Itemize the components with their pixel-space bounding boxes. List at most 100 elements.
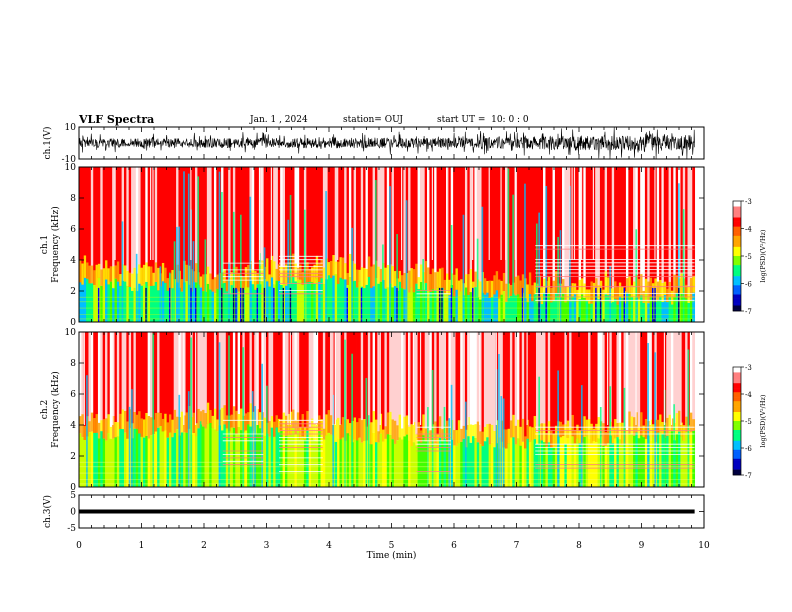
spectrogram-ch2-column-mid bbox=[457, 420, 461, 444]
spectrogram-ch1-column-mid bbox=[308, 268, 312, 282]
spectrogram-ch2-column-lower bbox=[176, 429, 179, 487]
spectrogram-ch2-column-upper bbox=[597, 332, 601, 439]
spectrogram-ch1-column-mid bbox=[550, 287, 553, 303]
spectrogram-ch1-column-mid bbox=[100, 269, 104, 286]
spectrogram-ch2-column-mid bbox=[116, 422, 120, 437]
spectrogram-ch2-column-upper bbox=[453, 332, 456, 446]
spectrogram-ch2-column-upper bbox=[543, 332, 546, 443]
spectrogram-ch2-column-lower bbox=[562, 436, 565, 487]
spectrogram-ch2-column-lower bbox=[377, 442, 381, 487]
spectrogram-ch1-column-mid bbox=[479, 281, 482, 300]
spectrogram-ch2-column-lower bbox=[97, 438, 101, 487]
spectrogram-ch2-column-upper bbox=[114, 332, 118, 438]
spectrogram-ch1-column-mid bbox=[126, 270, 130, 286]
spectrogram-ch1-column-lower bbox=[640, 295, 643, 322]
spectrogram-ch1-column-upper bbox=[332, 167, 336, 276]
spectrogram-ch2-column-upper bbox=[438, 332, 442, 438]
spectrogram-ch2-column-mid bbox=[545, 433, 549, 447]
spectrogram-ch2-column-lower bbox=[469, 442, 473, 487]
colorbar-ch1-swatch bbox=[733, 241, 741, 244]
spectrogram-ch1-column-mid bbox=[630, 285, 634, 297]
spectrogram-ch2-column-upper bbox=[573, 332, 577, 444]
spectrogram-ch2-column-lower bbox=[327, 432, 331, 487]
spectrogram-ch2-column-lower bbox=[202, 426, 205, 487]
spectrogram-ch2-column-upper bbox=[348, 332, 352, 436]
spectrogram-ch1-low-streak bbox=[654, 287, 656, 322]
spectrogram-ch2-column-mid bbox=[583, 416, 587, 438]
colorbar-ch2-swatch bbox=[733, 457, 741, 460]
spectrogram-ch2-column-upper bbox=[393, 332, 397, 444]
spectrogram-ch1-column-mid bbox=[145, 262, 149, 282]
colorbar-ch2-swatch bbox=[733, 401, 741, 404]
spectrogram-ch2-sferic bbox=[86, 375, 88, 487]
spectrogram-ch1-column-upper bbox=[301, 167, 305, 285]
colorbar-ch1-tick-label: -6 bbox=[745, 281, 752, 289]
spectrogram-ch1-column-mid bbox=[434, 272, 437, 291]
spectrogram-ch1-column-mid bbox=[675, 275, 679, 293]
spectrogram-ch1-column-mid bbox=[277, 264, 281, 282]
spectrogram-ch1-column-lower bbox=[112, 288, 115, 322]
spectrogram-ch2-column-lower bbox=[630, 434, 634, 487]
spectrogram-ch1-white-spike bbox=[280, 167, 282, 260]
spectrogram-ch1-column-mid bbox=[294, 263, 298, 282]
spectrogram-ch2-column-upper bbox=[410, 332, 414, 447]
spectrogram-ch1-column-mid bbox=[531, 285, 535, 301]
spectrogram-ch1-column-lower bbox=[90, 283, 94, 322]
spectrogram-ch1-column-lower bbox=[616, 304, 620, 322]
spectrogram-ch2-column-lower bbox=[173, 432, 177, 487]
spectrogram-ch2-column-upper bbox=[325, 332, 329, 436]
spectrogram-ch1-column-lower bbox=[327, 275, 331, 322]
spectrogram-ch2-column-mid bbox=[171, 419, 175, 438]
spectrogram-ch1-column-lower bbox=[625, 292, 629, 322]
spectrogram-ch1-column-upper bbox=[79, 167, 82, 283]
colorbar-ch2-swatch bbox=[733, 406, 741, 409]
spectrogram-ch1-column-lower bbox=[370, 287, 374, 322]
spectrogram-ch1-column-lower bbox=[687, 302, 691, 322]
spectrogram-ch2-column-upper bbox=[562, 332, 565, 437]
spectrogram-ch2-column-upper bbox=[663, 332, 667, 438]
spectrogram-ch1-column-upper bbox=[633, 167, 636, 298]
spectrogram-ch2-column-upper bbox=[628, 332, 632, 435]
spectrogram-ch1-sferic bbox=[249, 196, 252, 322]
spectrogram-ch2-column-mid bbox=[573, 429, 577, 444]
spectrogram-ch1-column-upper bbox=[351, 167, 355, 282]
spectrogram-ch2-white-spike bbox=[635, 332, 637, 425]
spectrogram-ch1-column-upper bbox=[216, 167, 220, 289]
spectrogram-ch2-column-mid bbox=[121, 409, 125, 430]
colorbar-ch1-tick-label: -4 bbox=[745, 226, 752, 234]
spectrogram-ch2-column-upper bbox=[680, 332, 684, 437]
spectrogram-ch2-column-lower bbox=[479, 444, 482, 487]
spectrogram-ch2-column-upper bbox=[540, 332, 544, 441]
spectrogram-ch2-column-mid bbox=[199, 411, 203, 425]
spectrogram-ch1-column-mid bbox=[438, 268, 442, 291]
spectrogram-ch2-sferic bbox=[647, 343, 649, 487]
colorbar-ch2-swatch bbox=[733, 385, 741, 388]
spectrogram-ch1-low-streak bbox=[623, 287, 626, 322]
spectrogram-ch2-column-mid bbox=[176, 416, 179, 430]
spectrogram-ch1-sferic bbox=[351, 227, 353, 322]
spectrogram-ch1-low-streak bbox=[360, 287, 363, 322]
spectrogram-ch1-column-mid bbox=[668, 281, 672, 298]
spectrogram-ch2-column-mid bbox=[202, 409, 205, 427]
spectrogram-ch1-column-mid bbox=[521, 274, 525, 293]
spectrogram-ch1-column-mid bbox=[386, 264, 390, 288]
spectrogram-ch2-column-upper bbox=[678, 332, 681, 432]
spectrogram-ch2-sferic bbox=[448, 418, 451, 487]
spectrogram-ch1-column-lower bbox=[642, 303, 646, 322]
spectrogram-ch1-column-upper bbox=[599, 167, 603, 302]
spectrogram-ch1-white-spike bbox=[472, 167, 474, 260]
spectrogram-ch1-column-upper bbox=[318, 167, 321, 283]
spectrogram-ch1-column-lower bbox=[209, 289, 212, 322]
spectrogram-ch1-column-upper bbox=[460, 167, 463, 292]
spectrogram-ch1-column-upper bbox=[114, 167, 118, 279]
spectrogram-ch1-column-upper bbox=[419, 167, 423, 283]
spectrogram-ch2-column-mid bbox=[543, 423, 546, 443]
spectrogram-ch2-column-lower bbox=[374, 442, 378, 487]
spectrogram-ch1-column-mid bbox=[216, 274, 220, 289]
spectrogram-ch1-column-lower bbox=[670, 304, 674, 322]
spectrogram-ch2-column-mid bbox=[517, 419, 520, 439]
spectrogram-ch1-column-mid bbox=[301, 271, 305, 285]
spectrogram-ch1-column-lower bbox=[590, 303, 594, 322]
spectrogram-ch2-sferic bbox=[498, 354, 500, 487]
spectrogram-ch2-column-upper bbox=[289, 332, 293, 435]
